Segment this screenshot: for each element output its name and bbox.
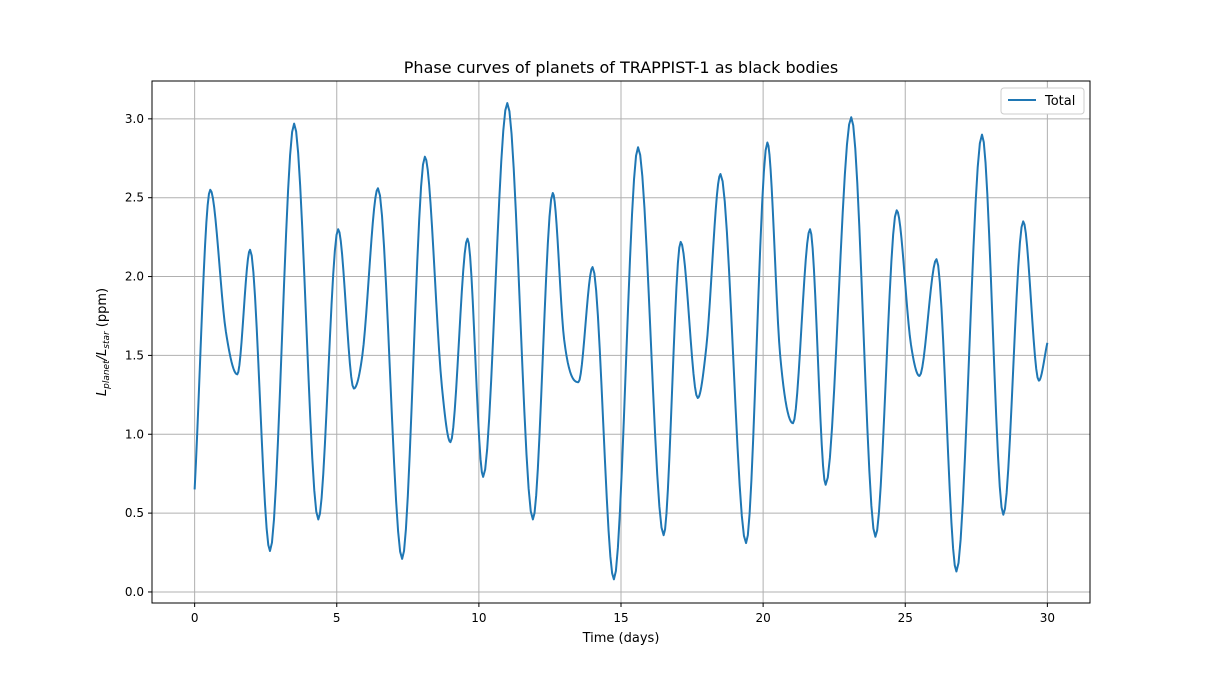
x-tick-label: 15	[613, 611, 628, 625]
legend: Total	[1000, 87, 1085, 115]
x-tick-label: 25	[898, 611, 913, 625]
chart-title: Phase curves of planets of TRAPPIST-1 as…	[404, 58, 838, 77]
y-axis-label-sub-planet: planet	[102, 360, 112, 390]
y-tick-label: 1.5	[125, 348, 144, 362]
y-axis-label-sub-star: star	[102, 330, 112, 349]
x-tick-label: 10	[471, 611, 486, 625]
legend-label-total: Total	[1044, 94, 1075, 109]
y-tick-label: 2.5	[125, 191, 144, 205]
y-tick-label: 0.5	[125, 506, 144, 520]
x-tick-label: 5	[333, 611, 341, 625]
series-line-total	[193, 102, 1049, 581]
y-axis-label-l1: L	[95, 389, 110, 396]
y-axis-label-slash-l: /L	[95, 349, 110, 362]
y-axis-label: Lplanet/Lstar (ppm)	[95, 288, 112, 396]
y-tick-label: 3.0	[125, 112, 144, 126]
y-tick-label: 1.0	[125, 427, 144, 441]
x-axis-label: Time (days)	[582, 631, 660, 646]
y-tick-label: 0.0	[125, 585, 144, 599]
x-tick-label: 0	[191, 611, 199, 625]
x-tick-label: 30	[1040, 611, 1055, 625]
x-axis-ticks: 0 5 10 15 20 25 30	[191, 603, 1055, 625]
grid-lines	[152, 81, 1090, 603]
legend-box	[1000, 87, 1085, 115]
x-tick-label: 20	[755, 611, 770, 625]
y-axis-ticks: 0.0 0.5 1.0 1.5 2.0 2.5 3.0	[125, 112, 152, 599]
y-tick-label: 2.0	[125, 270, 144, 284]
y-axis-label-unit: (ppm)	[95, 288, 110, 331]
